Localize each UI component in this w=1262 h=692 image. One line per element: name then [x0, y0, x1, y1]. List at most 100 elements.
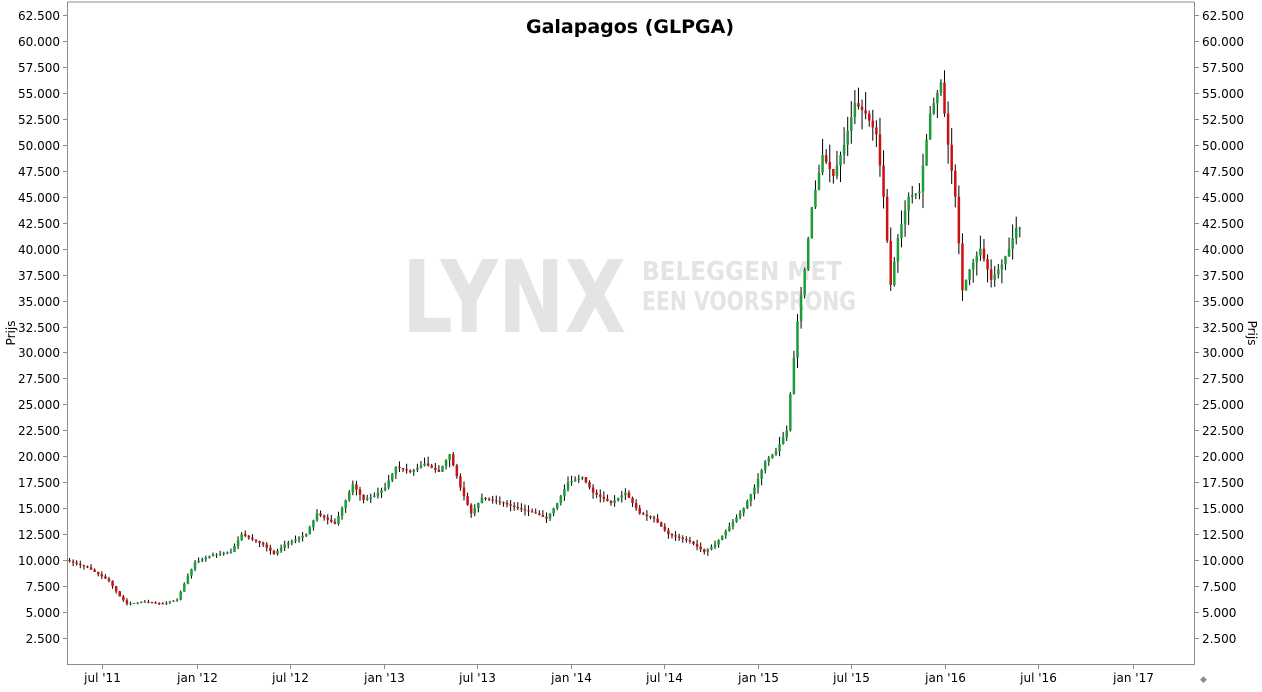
candle-body-down	[946, 113, 950, 145]
candle-body-up	[778, 444, 781, 452]
candle-body-down	[512, 505, 516, 507]
candle-body-up	[140, 602, 143, 604]
y-tick-label-left: 45.000	[18, 191, 60, 205]
candle-body-down	[154, 602, 157, 604]
x-tick-label: jan '15	[737, 671, 779, 685]
candle-body-up	[197, 560, 200, 563]
candle-body-up	[900, 224, 903, 239]
candle-body-up	[190, 568, 193, 576]
x-tick-label: jul '13	[458, 671, 496, 685]
candle-body-up	[846, 130, 849, 145]
y-tick-label-left: 55.000	[18, 87, 60, 101]
candle-body-down	[509, 504, 512, 506]
y-tick-label-right: 50.000	[1202, 139, 1244, 153]
candle-body-up	[416, 467, 419, 470]
y-tick-label-right: 37.500	[1202, 269, 1244, 283]
candle-body-up	[925, 139, 928, 166]
candle-body-up	[720, 535, 724, 541]
candle-body-down	[860, 106, 864, 111]
candle-body-down	[122, 596, 125, 601]
candle-body-up	[136, 602, 139, 604]
candle-body-up	[351, 484, 355, 493]
candle-body-up	[315, 513, 319, 521]
candle-body-down	[871, 120, 875, 128]
candle-body-up	[337, 515, 340, 524]
candle-body-down	[634, 503, 638, 509]
candle-body-up	[731, 521, 735, 527]
candle-body-down	[667, 530, 670, 535]
candle-body-up	[842, 144, 846, 156]
candle-body-down	[642, 513, 645, 515]
candle-body-up	[932, 103, 936, 114]
x-tick-label: jan '17	[1112, 671, 1154, 685]
candle-body-up	[724, 531, 728, 536]
candle-body-down	[505, 503, 509, 505]
candle-body-down	[538, 513, 541, 516]
y-tick-label-left: 35.000	[18, 295, 60, 309]
x-tick-label: jan '13	[363, 671, 405, 685]
candle-body-down	[125, 600, 129, 604]
x-tick-label: jan '14	[550, 671, 592, 685]
candle-body-down	[864, 110, 867, 114]
candle-body-up	[373, 495, 376, 498]
candle-body-up	[806, 238, 810, 270]
candle-body-down	[437, 469, 441, 472]
y-tick-label-right: 25.000	[1202, 398, 1244, 412]
candle-body-up	[1004, 256, 1007, 265]
candle-body-up	[477, 503, 480, 509]
candle-body-up	[233, 545, 236, 552]
y-tick-label-left: 52.500	[18, 113, 60, 127]
candle-body-up	[204, 557, 208, 560]
candle-body-up	[939, 82, 943, 93]
candle-body-up	[344, 500, 347, 509]
candle-body-up	[928, 113, 932, 140]
candle-body-down	[269, 547, 272, 551]
candle-body-up	[563, 489, 566, 497]
y-tick-label-left: 20.000	[18, 450, 60, 464]
y-tick-label-right: 27.500	[1202, 372, 1244, 386]
candle-body-down	[889, 240, 892, 285]
x-tick-label: jul '12	[271, 671, 309, 685]
y-tick-label-right: 12.500	[1202, 528, 1244, 542]
y-tick-label-right: 42.500	[1202, 217, 1244, 231]
candle-body-up	[168, 601, 172, 603]
candle-body-up	[979, 248, 982, 256]
candle-body-up	[1018, 227, 1022, 229]
y-tick-label-right: 22.500	[1202, 424, 1244, 438]
scroll-arrow-icon[interactable]: ◆	[1200, 675, 1207, 685]
candle-body-down	[147, 601, 150, 603]
candle-body-up	[839, 155, 842, 166]
candle-body-down	[326, 517, 329, 520]
y-tick-label-left: 27.500	[18, 372, 60, 386]
candle-body-down	[595, 492, 598, 495]
candle-body-up	[290, 541, 294, 543]
candle-body-down	[520, 508, 523, 510]
candle-body-up	[803, 269, 806, 296]
candle-body-down	[989, 269, 993, 280]
candle-body-up	[308, 527, 312, 535]
y-tick-label-right: 7.500	[1202, 580, 1236, 594]
candle-body-up	[896, 238, 900, 262]
y-tick-label-left: 5.000	[26, 606, 60, 620]
watermark-tagline-2: EEN VOORSPRONG	[642, 287, 856, 317]
y-tick-label-right: 32.500	[1202, 321, 1244, 335]
y-axis-left: 2.500 5.000 7.500 10.000 12.500 15.000 17.500 2…	[18, 9, 68, 646]
candle-body-down	[79, 563, 82, 566]
candle-body-up	[444, 460, 448, 467]
candle-body-up	[555, 503, 559, 509]
candle-body-up	[835, 165, 839, 176]
candle-body-down	[82, 565, 86, 567]
candle-body-down	[832, 169, 835, 176]
candle-body-up	[340, 508, 344, 516]
candle-body-up	[760, 470, 763, 479]
candle-body-up	[347, 492, 351, 501]
candle-body-down	[828, 162, 832, 170]
y-tick-label-left: 60.000	[18, 35, 60, 49]
y-tick-label-right: 62.500	[1202, 9, 1244, 23]
candle-body-down	[89, 567, 93, 570]
y-tick-label-right: 17.500	[1202, 476, 1244, 490]
candle-body-down	[254, 539, 258, 542]
candle-body-up	[480, 497, 484, 504]
candle-body-up	[713, 544, 717, 548]
x-tick-label: jul '16	[1019, 671, 1057, 685]
